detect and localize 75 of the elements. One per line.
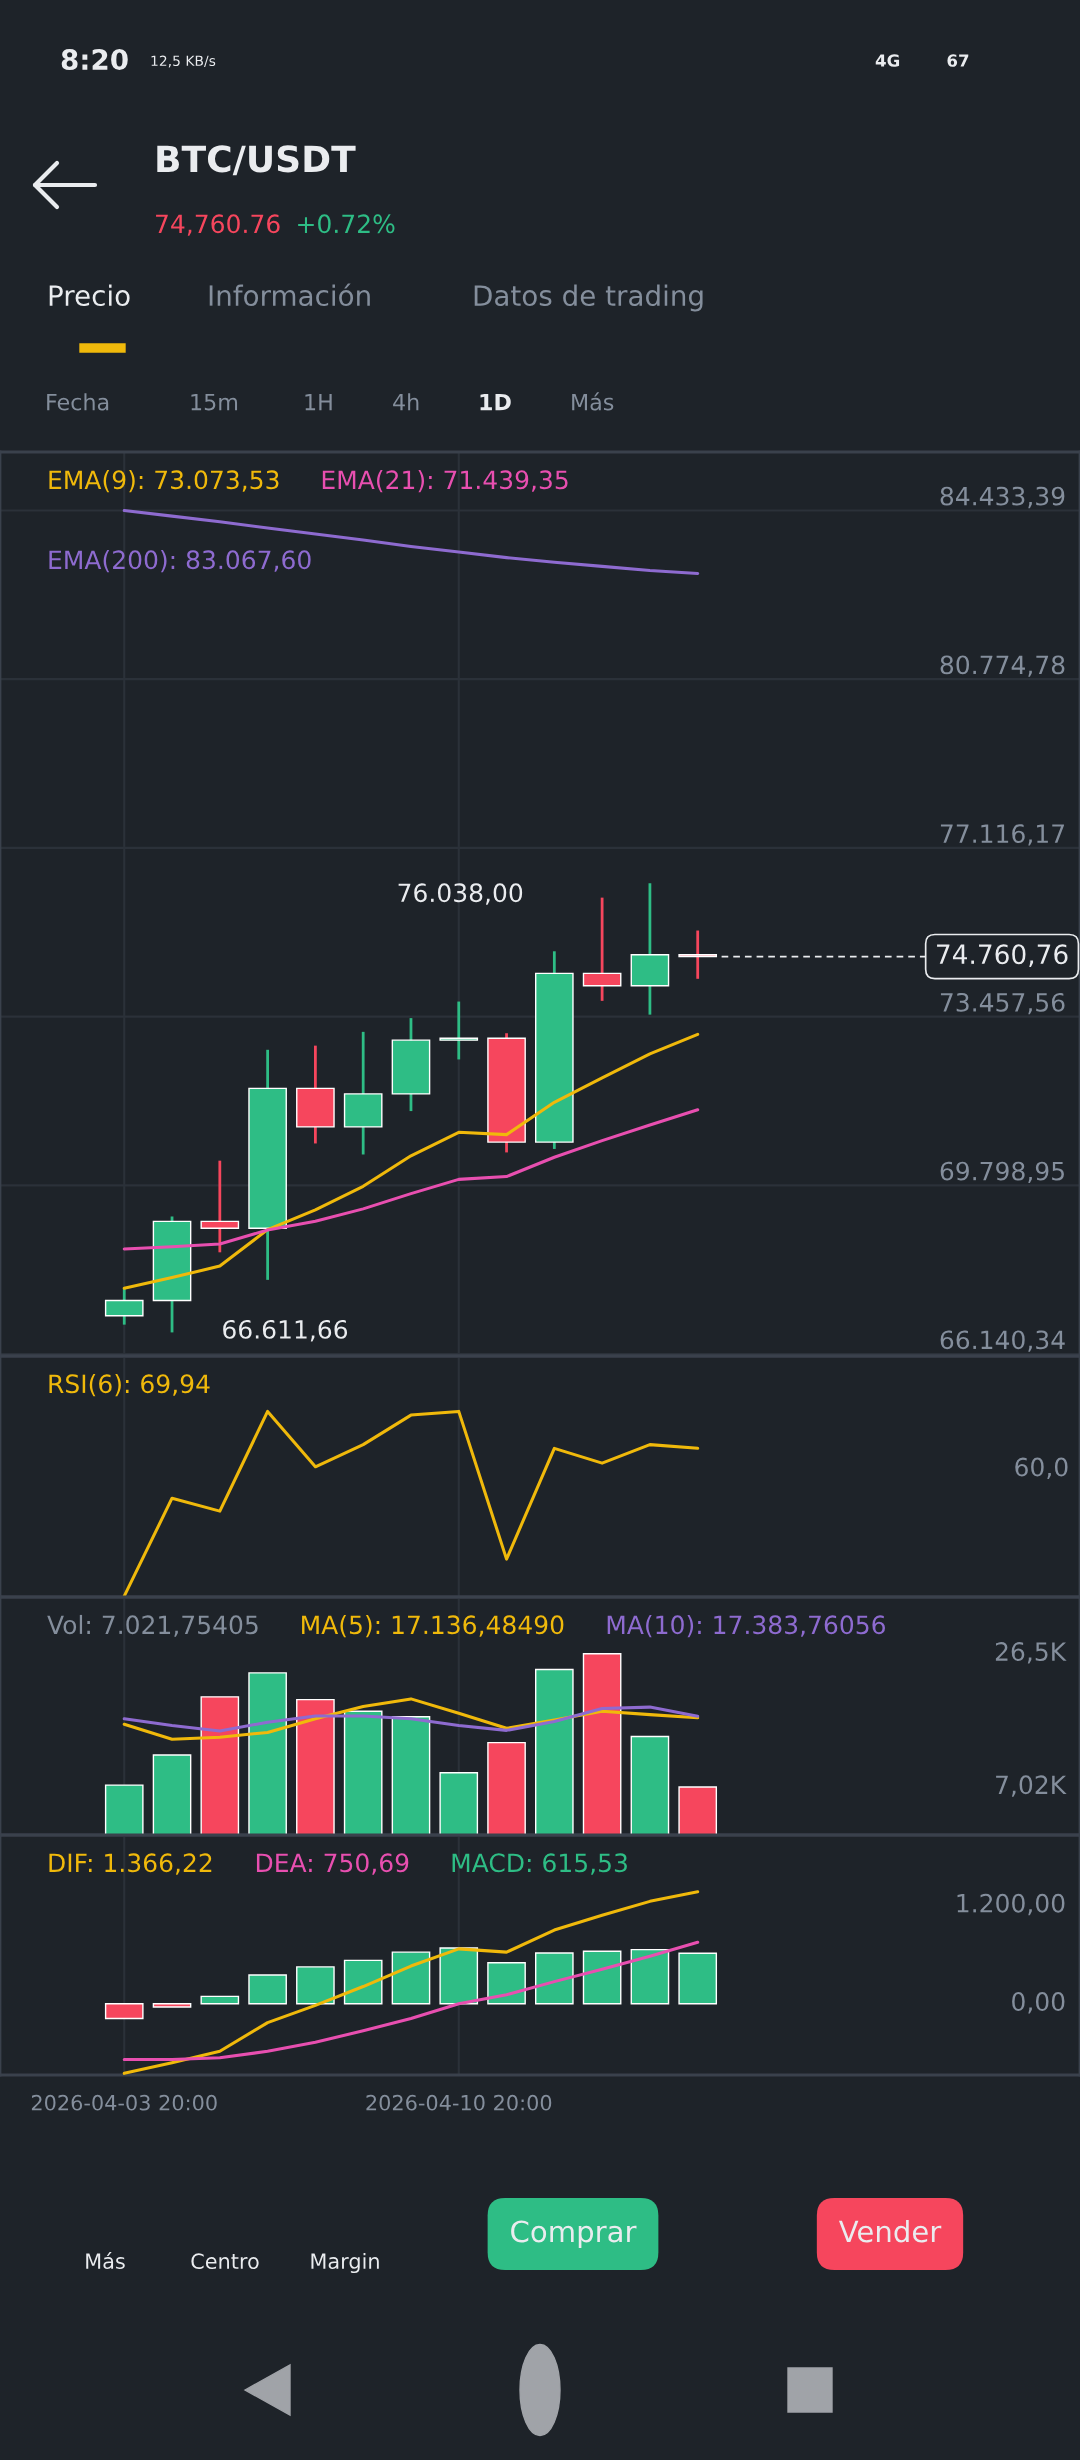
text: DEA: 750,69 bbox=[256, 1853, 409, 1875]
bar bbox=[343, 1710, 383, 1835]
bar bbox=[630, 1948, 670, 2005]
x-tick-label: 2026-04-10 20:00 bbox=[366, 2094, 552, 2111]
annotation: 76.038,00 bbox=[398, 883, 523, 905]
chart-title: BTC/USDT bbox=[157, 145, 356, 176]
bar bbox=[391, 1951, 431, 2005]
text: 1H bbox=[305, 393, 332, 411]
bar bbox=[248, 1672, 287, 1835]
text: Centro bbox=[191, 2253, 259, 2270]
text: Fecha bbox=[47, 393, 109, 411]
text: Precio bbox=[49, 284, 130, 307]
x-tick-label: 2026-04-03 20:00 bbox=[31, 2094, 217, 2111]
annotation: 66.611,66 bbox=[223, 1319, 348, 1342]
text: 4h bbox=[393, 393, 419, 411]
bar bbox=[439, 1772, 479, 1835]
bar bbox=[200, 1696, 240, 1835]
y-tick-label: 77.116,17 bbox=[940, 824, 1064, 846]
bar bbox=[343, 1959, 383, 2005]
y-tick-label: 69.798,95 bbox=[940, 1161, 1064, 1184]
bar bbox=[439, 1947, 479, 2005]
line-series bbox=[122, 1890, 700, 2075]
bar bbox=[152, 2003, 192, 2008]
text: Más bbox=[86, 2252, 125, 2270]
bar bbox=[104, 1784, 144, 1835]
series-label: EMA(200): 83.067,60 bbox=[49, 549, 311, 573]
bar bbox=[104, 2003, 144, 2020]
y-tick-label: 26,5K bbox=[995, 1642, 1067, 1664]
bar bbox=[678, 1786, 718, 1835]
bar bbox=[582, 1950, 622, 2005]
bar bbox=[582, 1653, 622, 1835]
text: MA(10): 17.383,76056 bbox=[607, 1614, 885, 1638]
bar bbox=[630, 1735, 670, 1835]
series-label: Vol: 7.021,75405 bbox=[47, 1614, 258, 1637]
y-tick-label: 84.433,39 bbox=[940, 486, 1065, 509]
y-tick-label: 1.200,00 bbox=[957, 1893, 1065, 1916]
chart-subtitle: 74,760.76 +0.72% bbox=[156, 214, 395, 236]
text: 67 bbox=[947, 54, 969, 67]
text: Datos de trading bbox=[474, 284, 703, 312]
text: EMA(9): 73.073,53 bbox=[49, 469, 279, 493]
line-series bbox=[122, 1705, 700, 1733]
bar bbox=[296, 1698, 335, 1835]
text: Información bbox=[209, 283, 370, 307]
text: 1D bbox=[480, 393, 511, 411]
bar bbox=[487, 1741, 526, 1835]
text: RSI(6): 69,94 bbox=[49, 1373, 210, 1397]
text: EMA(21): 71.439,35 bbox=[322, 469, 568, 493]
text: 4G bbox=[875, 54, 900, 67]
text: 12,5 KB/s bbox=[151, 55, 216, 68]
bar bbox=[487, 1962, 526, 2005]
y-tick-label: 80.774,78 bbox=[940, 655, 1065, 677]
bar bbox=[535, 1952, 574, 2005]
text: MACD: 615,53 bbox=[452, 1853, 627, 1875]
bar bbox=[535, 1668, 574, 1835]
bar bbox=[391, 1715, 431, 1835]
y-tick-label: 73.457,56 bbox=[940, 992, 1065, 1015]
text: 15m bbox=[191, 393, 238, 411]
ref-line-label: 74.760,76 bbox=[937, 944, 1068, 967]
y-tick-label: 66.140,34 bbox=[940, 1330, 1065, 1352]
text: Más bbox=[572, 392, 614, 411]
text: 60,0 bbox=[1015, 1457, 1068, 1480]
text: DIF: 1.366,22 bbox=[49, 1853, 212, 1875]
y-tick-label: 0,00 bbox=[1012, 1992, 1065, 2014]
text: Vender bbox=[838, 2219, 942, 2243]
line-series bbox=[122, 1940, 700, 2061]
bar bbox=[152, 1754, 192, 1835]
bar bbox=[200, 1995, 240, 2005]
bar bbox=[678, 1952, 718, 2005]
text: Margin bbox=[311, 2252, 379, 2274]
text: Comprar bbox=[511, 2220, 637, 2249]
bar bbox=[248, 1974, 287, 2005]
text: MA(5): 17.136,48490 bbox=[302, 1614, 564, 1638]
y-tick-label: 7,02K bbox=[996, 1775, 1067, 1797]
bar bbox=[296, 1966, 335, 2005]
text: 8:20 bbox=[61, 49, 128, 71]
